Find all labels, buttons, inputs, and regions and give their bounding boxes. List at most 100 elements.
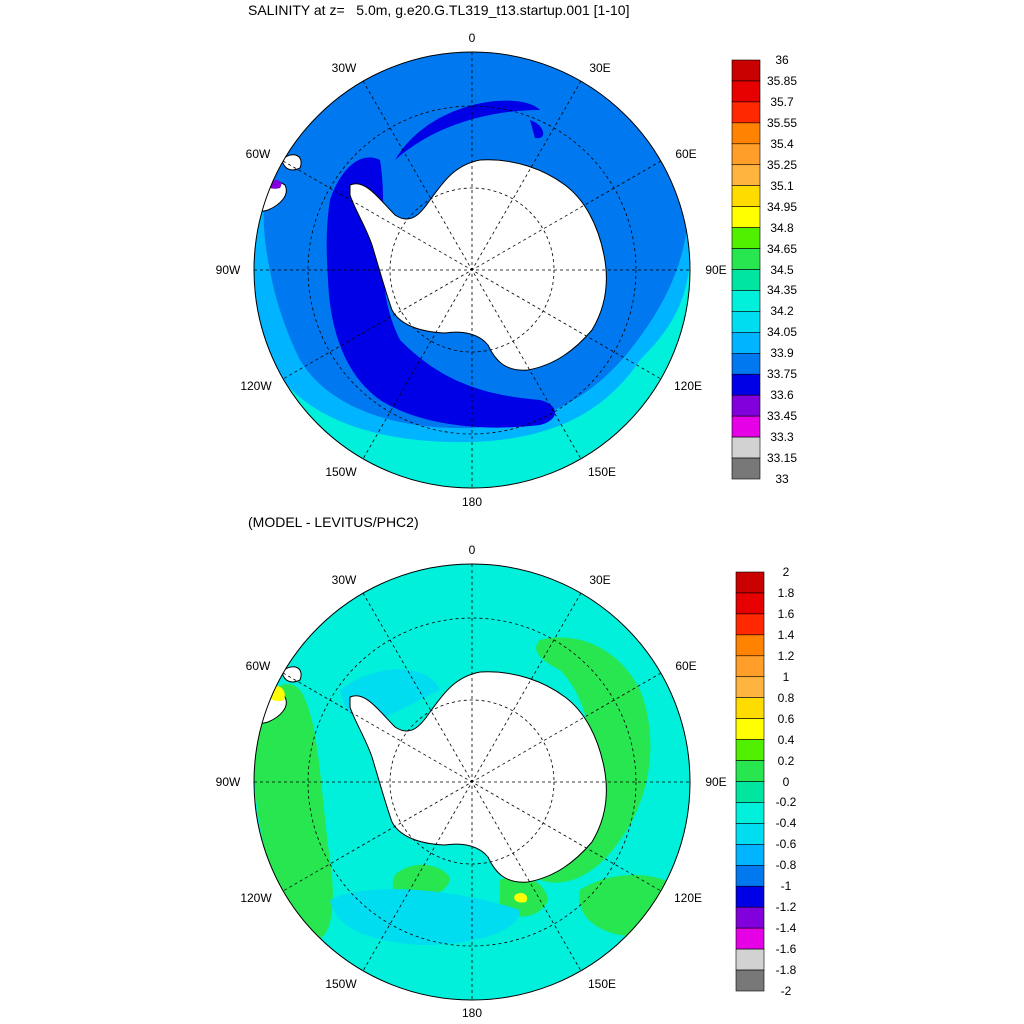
bottom-colorbar-tick-label: 0.6 xyxy=(777,711,795,726)
top-colorbar-swatch xyxy=(731,164,761,187)
bottom-colorbar-swatch xyxy=(735,655,765,678)
top-lon-30e: 30E xyxy=(589,61,611,75)
very-low-salinity-band xyxy=(326,157,555,428)
bottom-colorbar-tick-label: -0.8 xyxy=(775,858,797,873)
bottom-colorbar-swatch xyxy=(735,634,765,657)
bottom-colorbar-tick-label: -1.2 xyxy=(775,900,797,915)
top-colorbar-tick-label: 34.95 xyxy=(766,199,798,214)
top-colorbar-swatch xyxy=(731,457,761,480)
top-colorbar-tick-label: 35.25 xyxy=(766,157,798,172)
bottom-colorbar-swatch xyxy=(735,927,765,950)
high-anomaly-spot xyxy=(514,892,528,903)
top-lon-150e: 150E xyxy=(587,465,617,479)
bottom-anomaly-map xyxy=(253,563,691,1001)
bottom-colorbar-swatch xyxy=(735,676,765,699)
top-colorbar-swatch xyxy=(731,332,761,354)
top-colorbar-tick-label: 35.7 xyxy=(770,94,794,109)
bottom-colorbar-tick-label: -2 xyxy=(780,984,792,998)
bot-lon-90w: 90W xyxy=(215,775,241,789)
bot-lon-60e: 60E xyxy=(675,659,697,673)
top-colorbar-tick-label: 33.6 xyxy=(770,388,794,403)
top-lon-0: 0 xyxy=(468,31,476,45)
top-colorbar-tick-label: 34.5 xyxy=(770,262,794,277)
top-colorbar-swatch xyxy=(731,101,761,124)
bottom-graticule xyxy=(254,564,690,1000)
top-colorbar-tick-label: 33.45 xyxy=(766,409,798,424)
antarctica-landmass-anomaly xyxy=(349,671,607,883)
bottom-colorbar-tick-label: -1.8 xyxy=(775,963,797,978)
bottom-colorbar-swatch xyxy=(735,823,765,845)
top-colorbar-tick-label: 35.85 xyxy=(766,73,798,88)
top-colorbar-tick-label: 34.35 xyxy=(766,283,798,298)
bottom-map-border xyxy=(253,563,691,1001)
antarctica-landmass xyxy=(349,159,607,371)
top-colorbar-swatch xyxy=(731,206,761,228)
top-colorbar-swatch xyxy=(731,122,761,145)
top-colorbar-swatch xyxy=(731,143,761,166)
bot-lon-120e: 120E xyxy=(673,891,703,905)
top-panel-title: SALINITY at z= 5.0m, g.e20.G.TL319_t13.s… xyxy=(248,2,630,18)
top-colorbar-swatch xyxy=(731,290,761,312)
top-colorbar-tick-label: 34.2 xyxy=(770,304,794,319)
negative-anomaly-band xyxy=(330,889,520,945)
top-lon-60e: 60E xyxy=(675,147,697,161)
bottom-colorbar-swatch xyxy=(735,781,765,803)
bottom-colorbar-swatch xyxy=(735,844,765,866)
top-colorbar-tick-label: 33.75 xyxy=(766,367,798,382)
bottom-colorbar-tick-label: 1 xyxy=(782,669,790,684)
top-colorbar-swatch xyxy=(731,80,761,103)
top-colorbar-swatch xyxy=(731,415,761,438)
top-colorbar-tick-label: 33 xyxy=(775,472,789,486)
top-colorbar-swatch xyxy=(731,269,761,291)
bottom-colorbar-swatch xyxy=(735,571,765,594)
bot-lon-0: 0 xyxy=(468,543,476,557)
top-lon-180: 180 xyxy=(461,495,483,509)
bottom-colorbar-swatch xyxy=(735,760,765,782)
bottom-colorbar-tick-label: -0.2 xyxy=(775,795,797,810)
bottom-colorbar-tick-label: 1.2 xyxy=(777,648,795,663)
top-lon-120e: 120E xyxy=(673,379,703,393)
bottom-colorbar-tick-label: 0.4 xyxy=(777,732,795,747)
bottom-colorbar-swatch xyxy=(735,592,765,615)
top-colorbar-swatch xyxy=(731,373,761,396)
bot-lon-180: 180 xyxy=(461,1006,483,1020)
bottom-colorbar-swatch xyxy=(735,718,765,740)
bottom-panel-title: (MODEL - LEVITUS/PHC2) xyxy=(248,514,419,530)
top-lon-150w: 150W xyxy=(325,465,357,479)
top-colorbar-swatch xyxy=(731,436,761,459)
bottom-colorbar-swatch xyxy=(735,697,765,719)
bottom-colorbar-tick-label: -0.6 xyxy=(775,837,797,852)
top-colorbar-tick-label: 36 xyxy=(775,53,789,67)
top-colorbar-tick-label: 33.9 xyxy=(770,346,794,361)
bot-lon-150e: 150E xyxy=(587,977,617,991)
bottom-colorbar-tick-label: -1.6 xyxy=(775,942,797,957)
bottom-colorbar-tick-label: -0.4 xyxy=(775,816,797,831)
top-lon-120w: 120W xyxy=(240,379,272,393)
top-colorbar-tick-label: 35.4 xyxy=(770,136,794,151)
bot-lon-90e: 90E xyxy=(705,775,727,789)
top-map-border xyxy=(253,51,691,489)
top-lon-60w: 60W xyxy=(245,147,271,161)
bottom-colorbar-swatch xyxy=(735,969,765,992)
bottom-colorbar-tick-label: 1.4 xyxy=(777,627,795,642)
bottom-colorbar-tick-label: 2 xyxy=(782,565,790,579)
bottom-colorbar-swatch xyxy=(735,906,765,929)
bot-lon-120w: 120W xyxy=(240,891,272,905)
bottom-colorbar-swatch xyxy=(735,885,765,908)
bottom-colorbar-tick-label: -1 xyxy=(780,879,792,894)
bottom-colorbar xyxy=(735,571,765,992)
top-colorbar-swatch xyxy=(731,59,761,82)
bot-lon-30e: 30E xyxy=(589,573,611,587)
top-colorbar-tick-label: 34.65 xyxy=(766,241,798,256)
top-colorbar-tick-label: 34.8 xyxy=(770,220,794,235)
bottom-colorbar-swatch xyxy=(735,802,765,824)
bottom-colorbar-tick-label: 1.8 xyxy=(777,585,795,600)
top-colorbar-swatch xyxy=(731,227,761,249)
top-colorbar-tick-label: 35.1 xyxy=(770,178,794,193)
bot-lon-60w: 60W xyxy=(245,659,271,673)
top-colorbar-swatch xyxy=(731,311,761,333)
bottom-colorbar-swatch xyxy=(735,948,765,971)
top-colorbar-swatch xyxy=(731,352,761,375)
top-lon-30w: 30W xyxy=(331,61,357,75)
top-colorbar-swatch xyxy=(731,185,761,207)
